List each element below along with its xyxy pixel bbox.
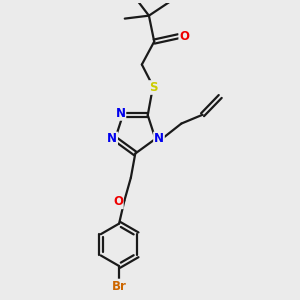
Text: S: S xyxy=(149,81,158,94)
Text: Br: Br xyxy=(112,280,127,292)
Text: N: N xyxy=(107,132,117,146)
Text: N: N xyxy=(154,132,164,146)
Text: O: O xyxy=(113,195,123,208)
Text: O: O xyxy=(179,30,189,43)
Text: N: N xyxy=(116,107,125,120)
